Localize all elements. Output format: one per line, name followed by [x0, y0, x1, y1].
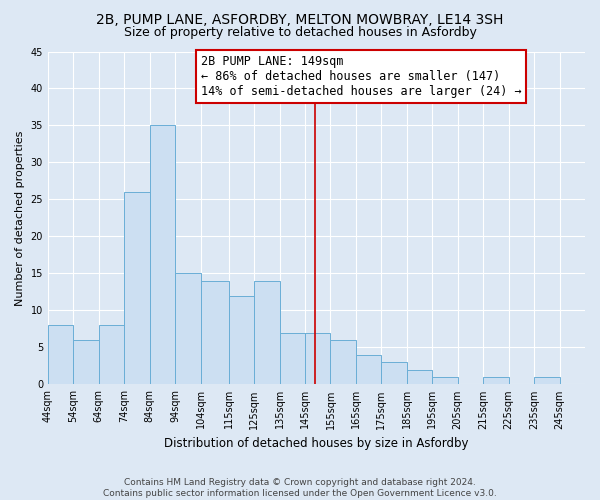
- Bar: [356, 354, 382, 384]
- Bar: [200, 281, 229, 384]
- Bar: [483, 377, 509, 384]
- Bar: [48, 325, 73, 384]
- Text: 2B PUMP LANE: 149sqm
← 86% of detached houses are smaller (147)
14% of semi-deta: 2B PUMP LANE: 149sqm ← 86% of detached h…: [200, 55, 521, 98]
- Bar: [280, 332, 305, 384]
- Text: Contains HM Land Registry data © Crown copyright and database right 2024.
Contai: Contains HM Land Registry data © Crown c…: [103, 478, 497, 498]
- Bar: [254, 281, 280, 384]
- Bar: [331, 340, 356, 384]
- Text: Size of property relative to detached houses in Asfordby: Size of property relative to detached ho…: [124, 26, 476, 39]
- X-axis label: Distribution of detached houses by size in Asfordby: Distribution of detached houses by size …: [164, 437, 469, 450]
- Bar: [73, 340, 99, 384]
- Text: 2B, PUMP LANE, ASFORDBY, MELTON MOWBRAY, LE14 3SH: 2B, PUMP LANE, ASFORDBY, MELTON MOWBRAY,…: [97, 12, 503, 26]
- Bar: [534, 377, 560, 384]
- Y-axis label: Number of detached properties: Number of detached properties: [15, 130, 25, 306]
- Bar: [175, 274, 200, 384]
- Bar: [229, 296, 254, 384]
- Bar: [305, 332, 331, 384]
- Bar: [432, 377, 458, 384]
- Bar: [407, 370, 432, 384]
- Bar: [382, 362, 407, 384]
- Bar: [124, 192, 150, 384]
- Bar: [99, 325, 124, 384]
- Bar: [150, 126, 175, 384]
